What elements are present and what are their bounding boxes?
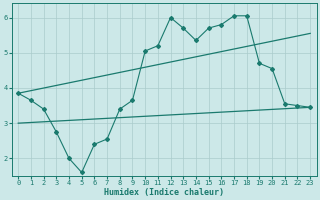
X-axis label: Humidex (Indice chaleur): Humidex (Indice chaleur) (104, 188, 224, 197)
